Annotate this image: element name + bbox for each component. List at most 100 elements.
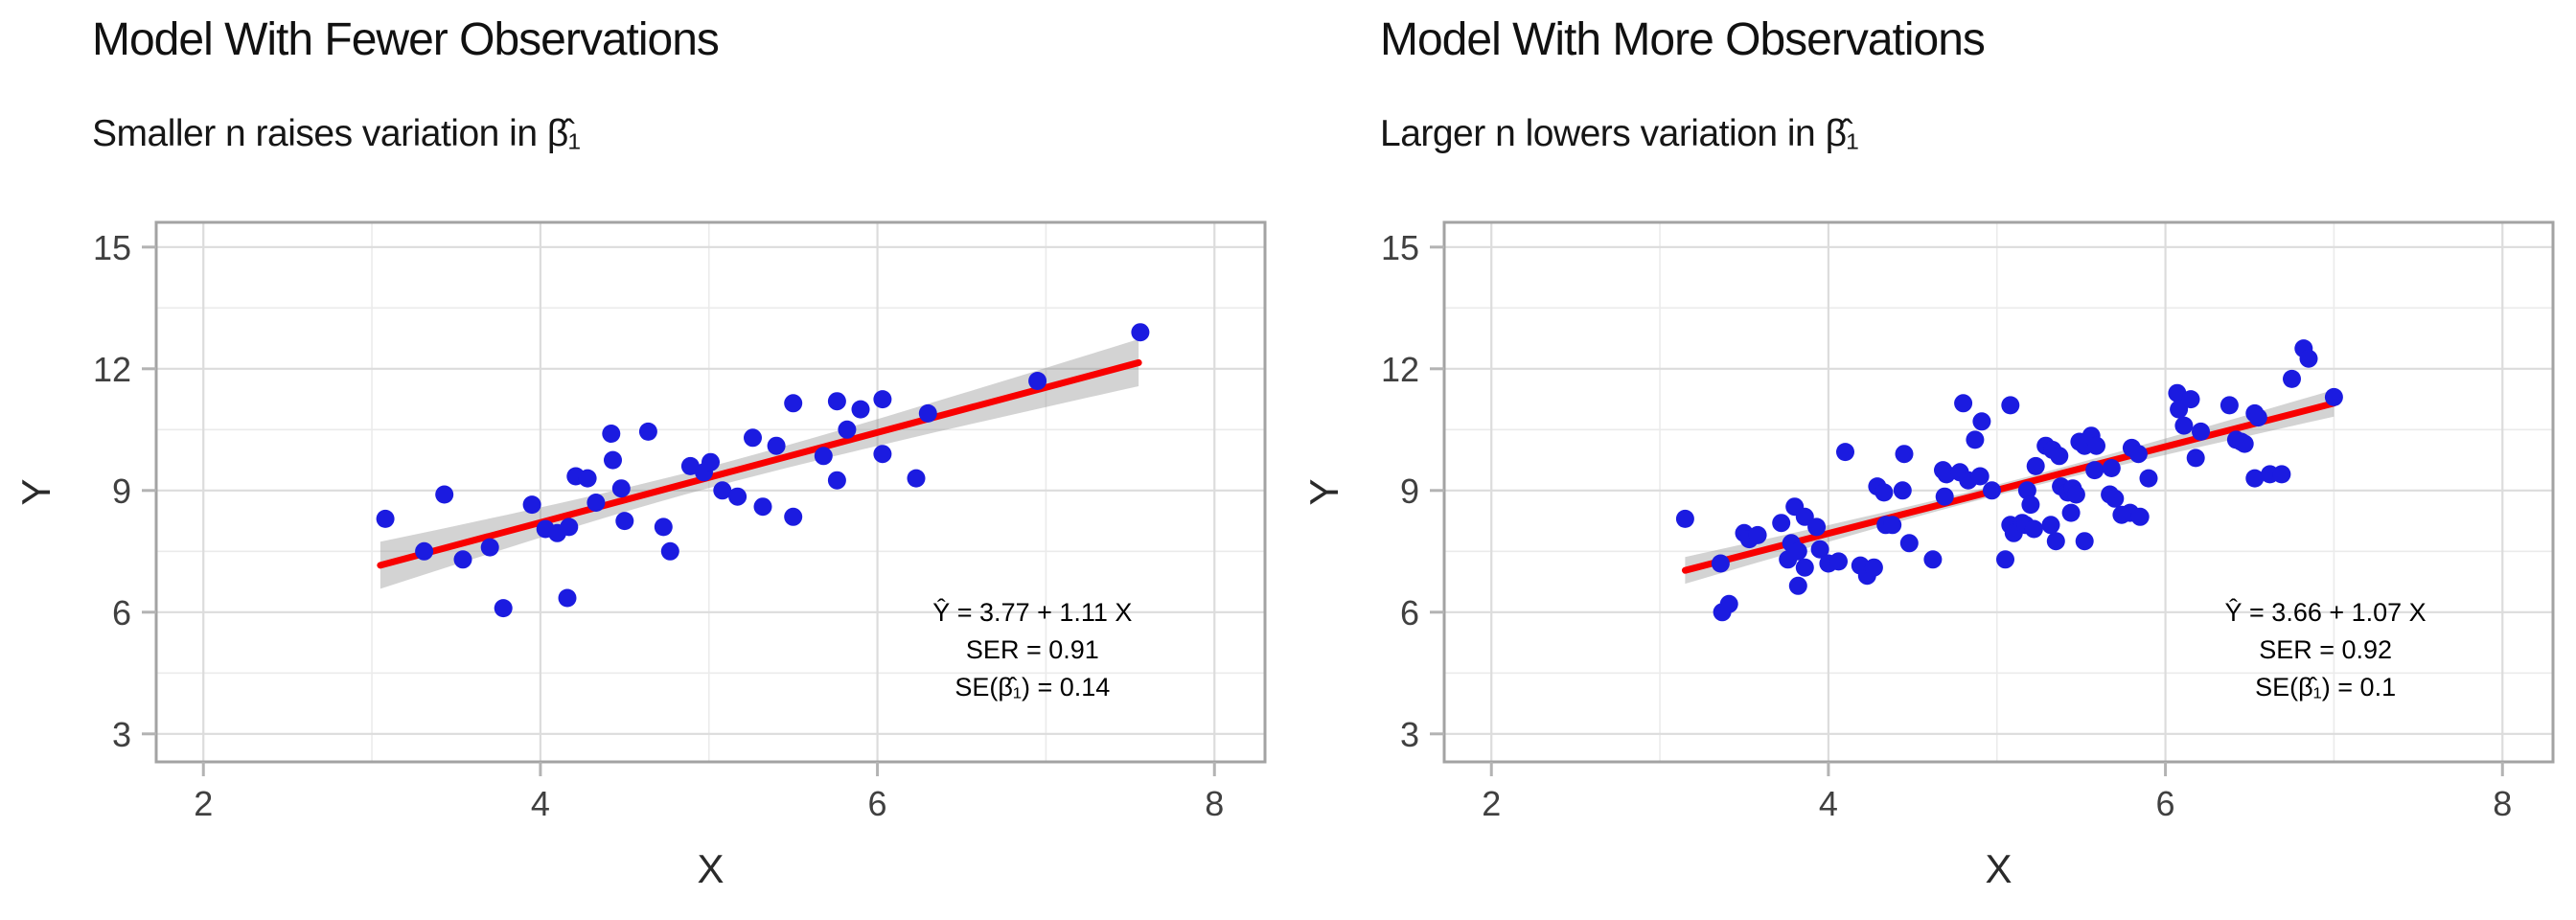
x-tick-label: 8	[1205, 784, 1224, 823]
data-point	[2139, 469, 2158, 488]
data-point	[2235, 434, 2254, 453]
data-point	[2024, 519, 2043, 539]
data-point	[2066, 485, 2085, 504]
data-point	[744, 428, 762, 448]
data-point	[2046, 532, 2065, 551]
minor-gridlines	[156, 222, 1265, 762]
left-plot-panel: Model With Fewer Observations Smaller n …	[13, 14, 1267, 891]
data-point	[2085, 461, 2104, 480]
data-point	[2324, 387, 2343, 406]
right-plot-subtitle: Larger n lowers variation in β̂₁	[1380, 113, 1859, 154]
annotation-line: SER = 0.91	[966, 635, 1099, 664]
data-point	[2087, 436, 2105, 455]
data-point	[827, 392, 846, 411]
data-point	[1937, 465, 1956, 484]
data-point	[602, 425, 621, 443]
x-tick-labels: 2 4 6 8	[194, 784, 1224, 823]
data-point	[611, 479, 631, 498]
data-point	[415, 541, 434, 561]
tick-marks	[142, 245, 1216, 776]
data-point	[638, 422, 657, 441]
data-point	[2299, 349, 2318, 368]
y-tick-label: 6	[1400, 593, 1419, 632]
data-point	[376, 509, 395, 528]
data-point	[1883, 516, 1902, 535]
annotation-line: Ŷ = 3.66 + 1.07 X	[2225, 597, 2426, 627]
y-tick-label: 3	[112, 715, 131, 754]
data-point	[586, 494, 606, 512]
y-tick-label: 9	[112, 472, 131, 511]
annotation-line: SE(β̂₁) = 0.14	[954, 673, 1110, 702]
data-point	[1874, 483, 1894, 502]
x-axis-title: X	[1985, 846, 2012, 891]
scatter-points	[1675, 339, 2343, 622]
data-point	[2128, 445, 2148, 464]
data-point	[1983, 481, 2001, 500]
right-plot-panel: Model With More Observations Larger n lo…	[1288, 0, 2576, 920]
data-point	[2075, 532, 2094, 551]
data-point	[851, 400, 870, 419]
y-tick-label: 15	[93, 228, 131, 267]
data-point	[713, 481, 732, 500]
data-point	[2102, 459, 2121, 477]
data-point	[2272, 465, 2291, 484]
y-tick-label: 9	[1400, 472, 1419, 511]
data-point	[1788, 576, 1807, 595]
data-point	[2245, 469, 2265, 488]
data-point	[2248, 408, 2267, 427]
data-point	[1923, 550, 1943, 569]
data-point	[1711, 554, 1730, 573]
data-point	[1954, 394, 1973, 413]
y-tick-label: 12	[93, 350, 131, 389]
y-tick-label: 15	[1381, 228, 1419, 267]
y-tick-label: 6	[112, 593, 131, 632]
data-point	[1893, 481, 1912, 500]
data-point	[2021, 495, 2040, 515]
data-point	[1807, 518, 1827, 537]
data-point	[1131, 323, 1150, 342]
data-point	[2017, 481, 2036, 500]
data-point	[702, 452, 720, 472]
data-point	[2130, 507, 2150, 526]
y-tick-labels: 3 6 9 12 15	[93, 228, 131, 754]
data-point	[2192, 422, 2210, 441]
data-point	[1966, 430, 1985, 449]
data-point	[1895, 445, 1914, 464]
x-tick-labels: 2 4 6 8	[1482, 784, 2512, 823]
data-point	[522, 495, 541, 515]
data-point	[918, 403, 937, 423]
right-chart-svg: 2 4 6 8 3 6 9 12 15 X Y Ŷ = 3.66 + 1.07 X SER = 0.92…	[1301, 220, 2555, 891]
data-point	[907, 469, 926, 488]
data-point	[558, 588, 577, 608]
annotation-line: SER = 0.92	[2259, 635, 2392, 664]
y-tick-labels: 3 6 9 12 15	[1381, 228, 1419, 754]
y-tick-label: 3	[1400, 715, 1419, 754]
x-tick-label: 2	[194, 784, 213, 823]
data-point	[615, 512, 634, 531]
data-point	[2186, 448, 2205, 468]
x-tick-label: 2	[1482, 784, 1501, 823]
data-point	[1972, 412, 1991, 431]
data-point	[1795, 558, 1814, 577]
major-gridlines	[1444, 222, 2553, 762]
data-point	[1970, 467, 1990, 486]
left-chart-svg: 2 4 6 8 3 6 9 12 15 X Y Ŷ = 3.77 + 1.11 X SER = 0.91…	[13, 220, 1267, 891]
data-point	[1748, 525, 1767, 544]
data-point	[1996, 550, 2014, 569]
regression-line	[377, 358, 1142, 569]
left-plot-subtitle: Smaller n raises variation in β̂₁	[92, 113, 581, 154]
data-point	[1935, 487, 1954, 506]
data-point	[1788, 541, 1807, 561]
annotation-line: SE(β̂₁) = 0.1	[2255, 673, 2396, 702]
panel-border	[1442, 220, 2555, 764]
x-tick-label: 8	[2493, 784, 2512, 823]
data-point	[728, 487, 748, 506]
data-point	[435, 485, 454, 504]
data-point	[480, 538, 499, 557]
data-point	[494, 599, 513, 618]
data-point	[453, 550, 472, 569]
data-point	[814, 447, 833, 466]
data-point	[2061, 503, 2081, 522]
data-point	[827, 471, 846, 490]
data-point	[784, 507, 803, 526]
